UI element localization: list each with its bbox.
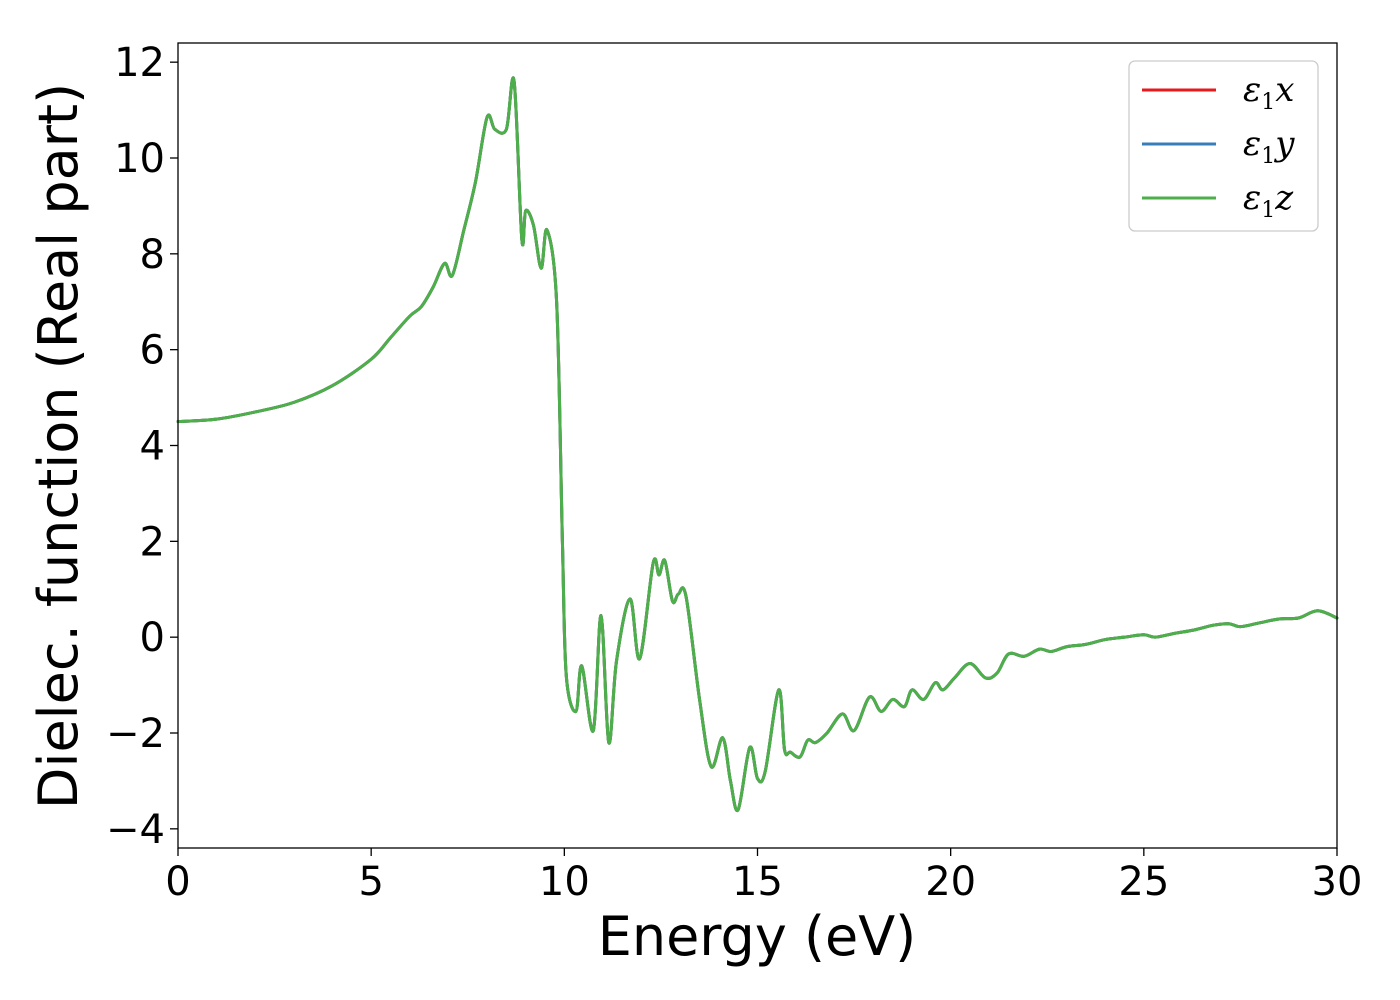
series-line-z bbox=[176, 76, 1339, 813]
legend-box bbox=[1128, 60, 1319, 232]
x-tick-label: 0 bbox=[165, 859, 190, 905]
y-tick-label: 12 bbox=[114, 40, 165, 86]
legend-label-x: ε1x bbox=[1243, 70, 1294, 115]
y-tick-label: 6 bbox=[140, 328, 165, 374]
legend: ε1x ε1y ε1z bbox=[1128, 60, 1319, 232]
y-tick-label: 2 bbox=[140, 519, 165, 565]
y-tick-label: 8 bbox=[140, 232, 165, 278]
legend-label-z: ε1z bbox=[1243, 178, 1294, 223]
series-layer bbox=[176, 76, 1339, 813]
y-axis-label: Dielec. function (Real part) bbox=[27, 83, 90, 809]
legend-label-y: ε1y bbox=[1243, 124, 1295, 169]
y-tick-label: 0 bbox=[140, 615, 165, 661]
y-tick-label: −4 bbox=[106, 807, 165, 853]
x-axis-label: Energy (eV) bbox=[598, 905, 917, 968]
y-tick-label: −2 bbox=[106, 711, 165, 757]
x-tick-label: 5 bbox=[358, 859, 383, 905]
x-axis-ticks: 0 5 10 15 20 25 30 bbox=[165, 848, 1362, 905]
y-axis-ticks: −4 −2 0 2 4 6 8 10 12 bbox=[106, 40, 178, 853]
x-tick-label: 25 bbox=[1118, 859, 1169, 905]
x-tick-label: 20 bbox=[925, 859, 976, 905]
y-tick-label: 4 bbox=[140, 424, 165, 470]
x-tick-label: 15 bbox=[732, 859, 783, 905]
x-tick-label: 30 bbox=[1312, 859, 1363, 905]
x-tick-label: 10 bbox=[539, 859, 590, 905]
y-tick-label: 10 bbox=[114, 136, 165, 182]
